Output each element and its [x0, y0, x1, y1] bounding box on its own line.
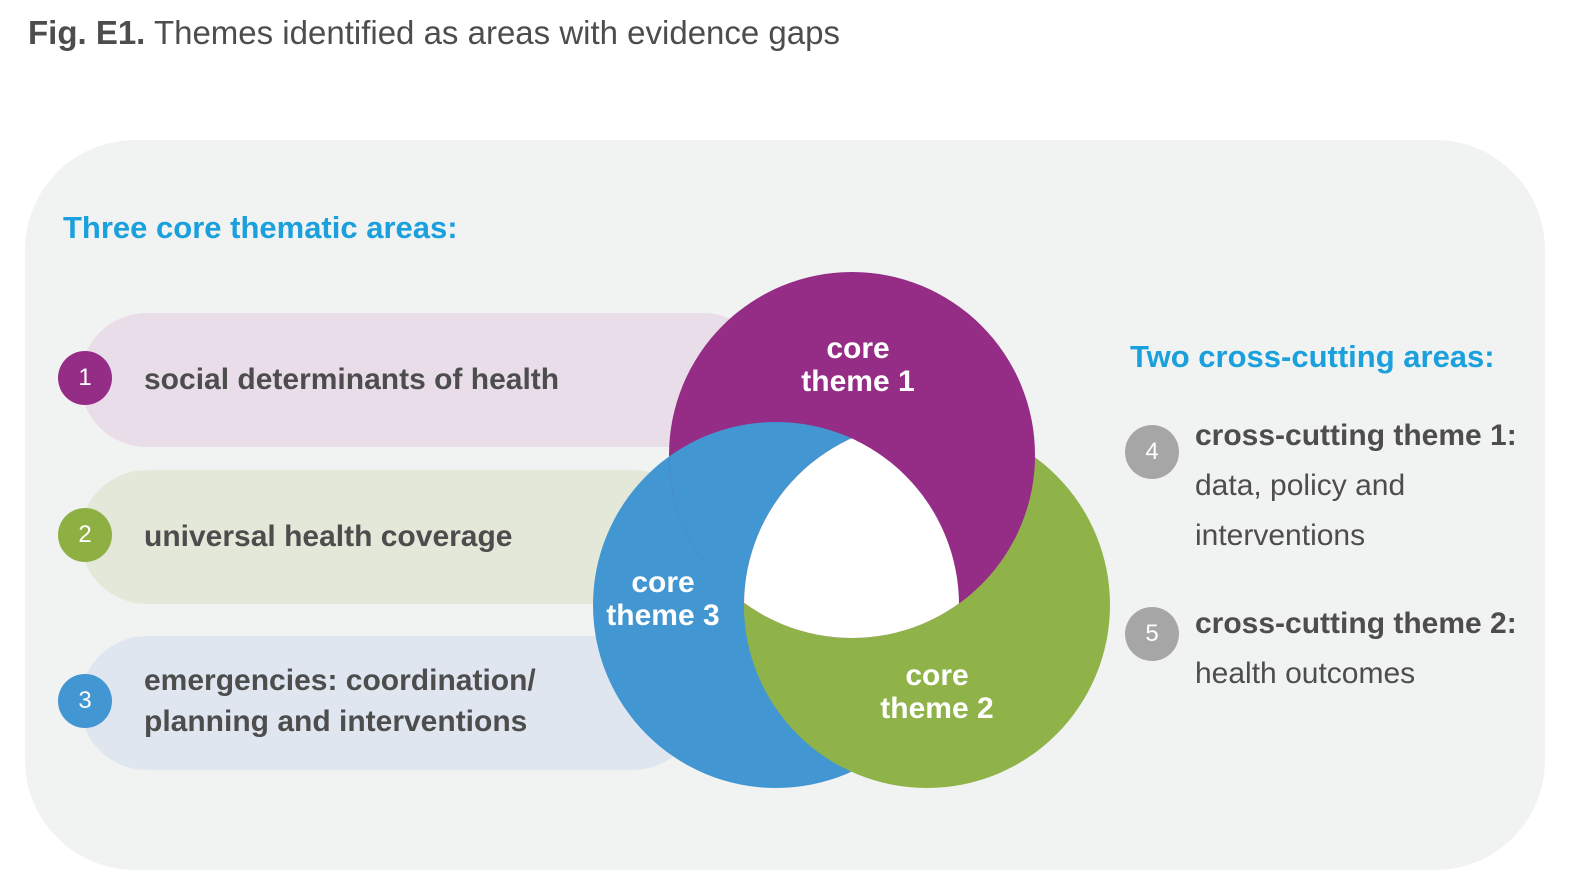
center: [744, 422, 959, 638]
pill: [80, 313, 770, 447]
number-badge: 2: [58, 508, 112, 562]
item-text: social determinants of health: [144, 359, 559, 400]
circle-label: theme 1: [801, 365, 914, 398]
circle-label: core: [631, 566, 694, 599]
text-line: emergencies: coordination/: [144, 664, 536, 697]
circle-label: core: [826, 332, 889, 365]
cross-title: cross-cutting theme 1:: [1195, 419, 1517, 452]
pill: [80, 636, 700, 770]
text-line: social determinants of health: [144, 363, 560, 396]
number-badge: 1: [58, 351, 112, 405]
figure-title-text: Themes identified as areas with evidence…: [153, 14, 840, 51]
text-line: health outcomes: [1195, 657, 1416, 690]
item-text: universal health coverage: [144, 516, 513, 557]
number-badge: 4: [1125, 425, 1179, 479]
circle-label: core: [905, 659, 968, 692]
circle-label: theme 2: [880, 692, 993, 725]
item-text: emergencies: coordination/planning and i…: [144, 660, 536, 742]
figure-label: Fig. E1.: [28, 14, 146, 51]
number-badge: 5: [1125, 607, 1179, 661]
cross-title: cross-cutting theme 2:: [1195, 607, 1517, 640]
circle-label: theme 3: [606, 599, 719, 632]
number-badge: 3: [58, 674, 112, 728]
figure-title: Fig. E1. Themes identified as areas with…: [28, 14, 840, 52]
cross-item: cross-cutting theme 1: data, policy and …: [1195, 411, 1517, 561]
cross-heading: Two cross-cutting areas:: [1130, 339, 1495, 374]
text-line: data, policy and: [1195, 469, 1406, 502]
core-heading: Three core thematic areas:: [63, 210, 458, 245]
text-line: universal health coverage: [144, 520, 513, 553]
text-line: interventions: [1195, 519, 1366, 552]
text-line: planning and interventions: [144, 705, 528, 738]
cross-item: cross-cutting theme 2: health outcomes: [1195, 599, 1517, 699]
